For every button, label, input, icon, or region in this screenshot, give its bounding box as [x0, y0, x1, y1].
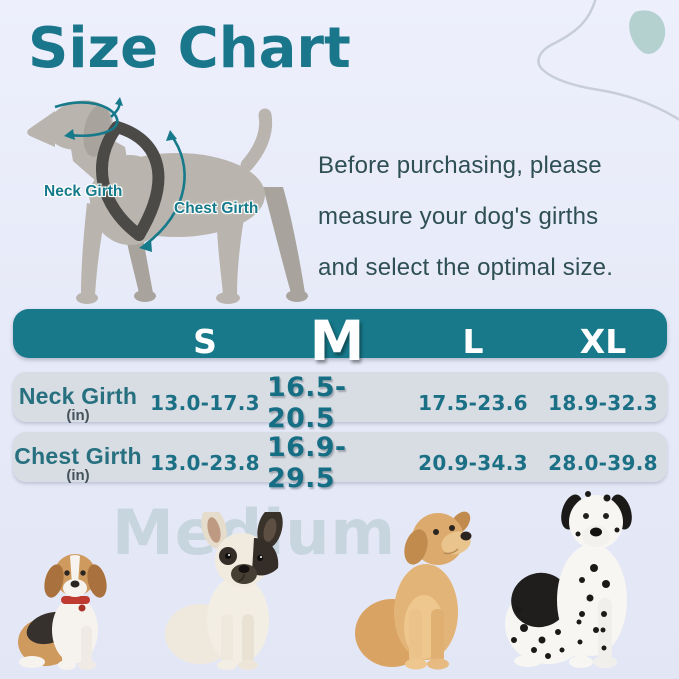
chest-value-l: 20.9-34.3 — [418, 451, 528, 475]
size-header-s: S — [193, 321, 217, 361]
intro-line: Before purchasing, please — [318, 152, 602, 179]
row-label-text: Neck Girth — [18, 382, 138, 409]
chest-girth-label: Chest Girth — [174, 200, 259, 217]
row-label-text: Chest Girth — [14, 442, 142, 469]
size-table-header: S M L XL — [13, 309, 667, 373]
intro-line: and select the optimal size. — [318, 254, 614, 281]
neck-value-l: 17.5-23.6 — [418, 391, 528, 415]
table-row-chest-girth: Chest Girth (in) 13.0-23.8 16.9-29.5 20.… — [13, 432, 667, 494]
chest-value-m: 16.9-29.5 — [267, 432, 347, 494]
size-header-xl: XL — [579, 321, 627, 361]
row-unit-text: (in) — [66, 406, 90, 424]
intro-text: Before purchasing, please measure your d… — [318, 140, 678, 293]
sketch-ear-blob — [629, 10, 666, 54]
beagle-collar — [61, 596, 90, 604]
dog-photo-dalmatian — [505, 491, 632, 668]
neck-value-s: 13.0-17.3 — [150, 391, 260, 415]
row-label-chest: Chest Girth (in) — [13, 443, 143, 484]
table-row-neck-girth: Neck Girth (in) 13.0-17.3 16.5-20.5 17.5… — [13, 372, 667, 434]
dog-photo-beagle — [18, 554, 107, 670]
row-label-neck: Neck Girth (in) — [13, 383, 143, 424]
neck-girth-label: Neck Girth — [44, 183, 123, 200]
row-unit-text: (in) — [66, 466, 90, 484]
neck-value-m: 16.5-20.5 — [267, 372, 347, 434]
dalmatian-spots — [511, 491, 620, 659]
header-spacer — [13, 309, 143, 373]
size-header-m-highlighted: M — [309, 309, 365, 373]
measure-arrows — [54, 97, 186, 252]
page-title: Size Chart — [28, 16, 351, 81]
harness-measure-diagram — [27, 97, 308, 304]
dog-head-sketch-decoration — [537, 0, 679, 121]
chest-value-s: 13.0-23.8 — [150, 451, 260, 475]
harness-straps — [96, 121, 165, 241]
sketch-outline — [537, 0, 679, 121]
intro-line: measure your dog's girths — [318, 203, 599, 230]
neck-value-xl: 18.9-32.3 — [548, 391, 658, 415]
dog-photo-french-bulldog — [165, 512, 283, 670]
size-header-l: L — [462, 321, 484, 361]
chest-value-xl: 28.0-39.8 — [548, 451, 658, 475]
dog-photo-golden-retriever — [355, 511, 472, 670]
